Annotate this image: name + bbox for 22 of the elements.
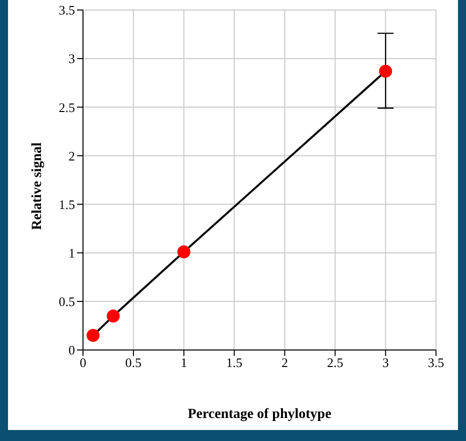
y-tick-label: 1.5 bbox=[58, 196, 75, 212]
y-tick-label: 0 bbox=[68, 342, 75, 358]
y-tick-label: 2.5 bbox=[58, 100, 75, 115]
point bbox=[106, 310, 120, 322]
x-tick-label: 1 bbox=[180, 355, 188, 370]
x-tick-label: 0 bbox=[80, 355, 86, 370]
point bbox=[86, 328, 100, 342]
y-axis-title: Relative signal bbox=[30, 142, 45, 230]
x-tick-label: 2 bbox=[281, 355, 288, 370]
y-tick-label: 2 bbox=[68, 148, 75, 164]
x-tick-label: 3.5 bbox=[428, 355, 444, 370]
point bbox=[379, 64, 392, 78]
y-tick-label: 3.5 bbox=[58, 2, 75, 18]
y-tick-label: 0.5 bbox=[58, 294, 75, 310]
y-tick-label: 1 bbox=[68, 245, 75, 260]
y-tick-label: 3 bbox=[68, 51, 75, 66]
x-tick-label: 2.5 bbox=[327, 355, 344, 370]
x-tick-label: 1.5 bbox=[226, 355, 242, 370]
x-tick-label: 3 bbox=[382, 355, 389, 370]
x-axis-title: Percentage of phylotype bbox=[188, 407, 332, 422]
x-tick-label: 0.5 bbox=[125, 355, 142, 370]
point bbox=[177, 245, 190, 258]
